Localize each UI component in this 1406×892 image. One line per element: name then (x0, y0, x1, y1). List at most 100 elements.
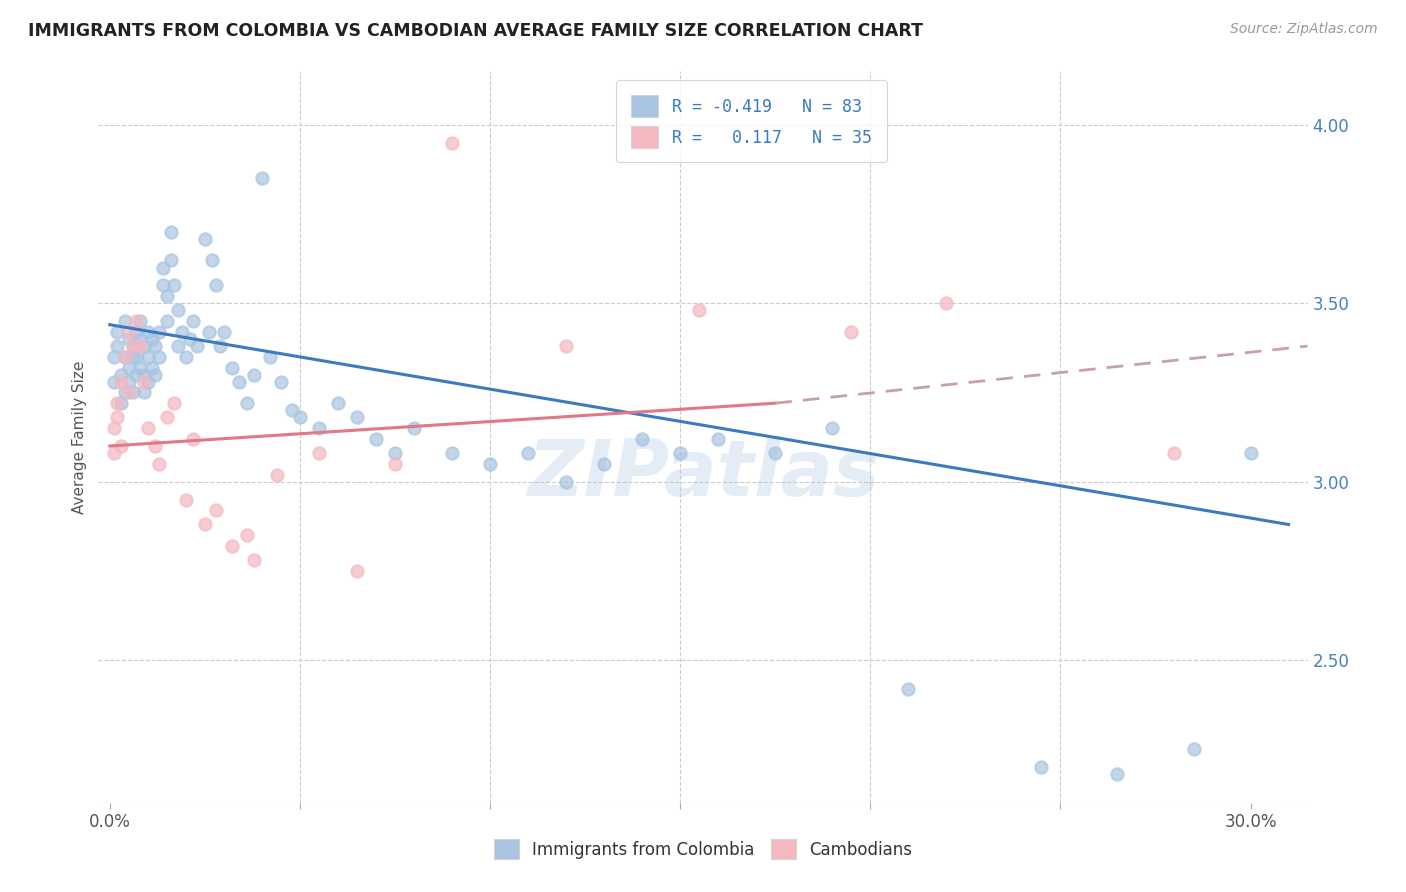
Point (170, 325, 193, 339)
Point (194, 232, 217, 246)
Point (346, 410, 368, 425)
Point (235, 396, 257, 410)
Point (145, 339, 167, 353)
Text: ZIPatlas: ZIPatlas (527, 435, 879, 512)
Point (197, 325, 219, 339)
Point (163, 396, 186, 410)
Point (114, 314, 136, 328)
Point (118, 360, 141, 375)
Point (145, 439, 167, 453)
Point (288, 410, 311, 425)
Point (1239, 446, 1261, 460)
Point (517, 446, 540, 460)
Point (125, 368, 148, 382)
Point (364, 432, 387, 446)
Point (103, 375, 125, 389)
Point (114, 350, 136, 364)
Point (174, 492, 197, 507)
Point (270, 375, 292, 389)
Point (107, 325, 129, 339)
Point (441, 136, 464, 150)
Y-axis label: Average Family Size: Average Family Size (72, 360, 87, 514)
Point (107, 396, 129, 410)
Point (129, 314, 152, 328)
Point (125, 325, 148, 339)
Point (163, 278, 186, 293)
Point (221, 360, 243, 375)
Point (132, 375, 155, 389)
Point (156, 314, 179, 328)
Point (121, 385, 143, 400)
Point (183, 432, 205, 446)
Point (1163, 446, 1185, 460)
Point (221, 539, 243, 553)
Point (212, 325, 235, 339)
Point (114, 385, 136, 400)
Point (148, 350, 170, 364)
Text: Source: ZipAtlas.com: Source: ZipAtlas.com (1230, 22, 1378, 37)
Point (103, 350, 125, 364)
Point (107, 339, 129, 353)
Point (125, 350, 148, 364)
Point (156, 289, 179, 303)
Point (555, 339, 578, 353)
Point (209, 339, 232, 353)
Point (141, 332, 163, 346)
Point (118, 385, 141, 400)
Point (1107, 767, 1129, 781)
Point (235, 528, 257, 542)
Point (441, 446, 464, 460)
Point (243, 368, 266, 382)
Point (821, 421, 844, 435)
Point (121, 339, 143, 353)
Point (669, 446, 692, 460)
Point (148, 457, 170, 471)
Point (103, 446, 125, 460)
Point (129, 332, 152, 346)
Point (136, 375, 159, 389)
Point (201, 253, 224, 268)
Point (136, 421, 159, 435)
Point (136, 325, 159, 339)
Point (308, 446, 330, 460)
Point (121, 339, 143, 353)
Point (266, 467, 288, 482)
Point (935, 296, 957, 310)
Point (1031, 760, 1053, 774)
Point (110, 439, 132, 453)
Point (688, 303, 710, 318)
Point (129, 360, 152, 375)
Point (205, 503, 228, 517)
Point (839, 325, 862, 339)
Point (136, 350, 159, 364)
Point (479, 457, 502, 471)
Point (110, 368, 132, 382)
Point (707, 432, 730, 446)
Point (243, 553, 266, 567)
Point (186, 339, 208, 353)
Point (118, 332, 141, 346)
Point (384, 446, 406, 460)
Point (132, 385, 155, 400)
Point (110, 375, 132, 389)
Point (118, 375, 141, 389)
Point (152, 260, 174, 275)
Point (148, 325, 170, 339)
Point (194, 517, 217, 532)
Point (107, 410, 129, 425)
Point (118, 325, 141, 339)
Point (103, 421, 125, 435)
Point (555, 475, 578, 489)
Point (763, 446, 786, 460)
Point (145, 368, 167, 382)
Point (132, 339, 155, 353)
Point (167, 339, 190, 353)
Point (346, 564, 368, 578)
Legend: Immigrants from Colombia, Cambodians: Immigrants from Colombia, Cambodians (485, 830, 921, 868)
Point (159, 225, 181, 239)
Point (132, 368, 155, 382)
Point (259, 350, 281, 364)
Point (402, 421, 425, 435)
Point (897, 681, 920, 696)
Point (159, 253, 181, 268)
